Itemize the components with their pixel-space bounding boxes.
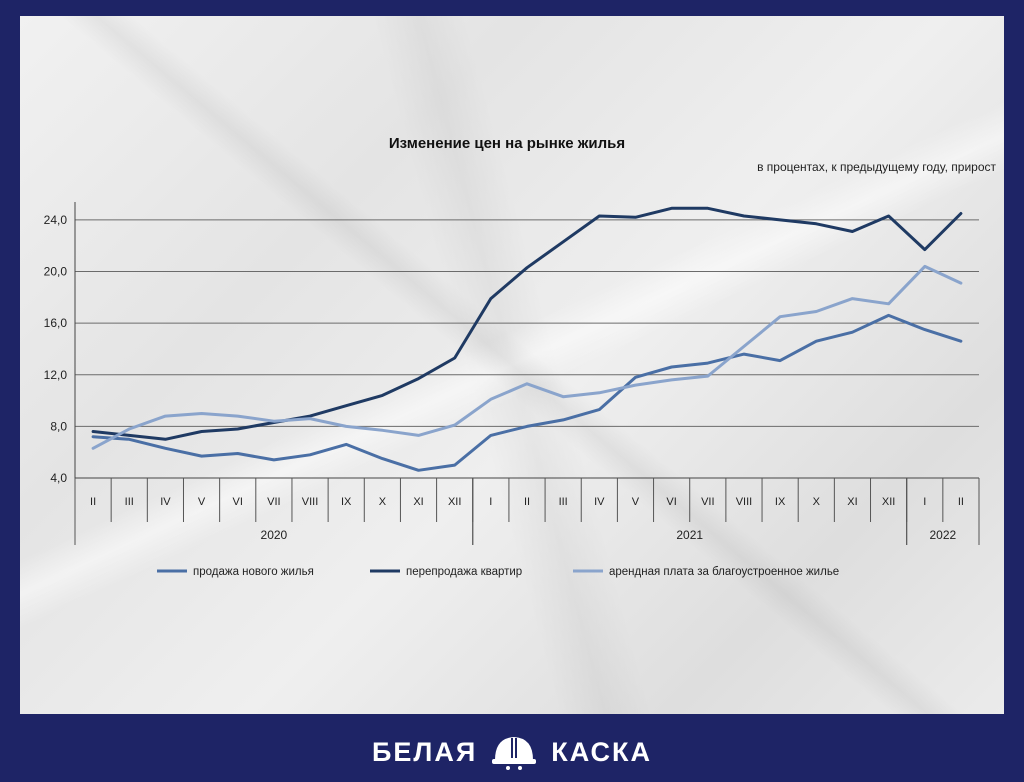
x-tick-label: III: [559, 496, 568, 508]
x-tick-label: III: [125, 496, 134, 508]
x-tick-label: VI: [233, 496, 243, 508]
series-line-2: [91, 206, 963, 441]
legend-label-2: перепродажа квартир: [406, 566, 522, 578]
y-tick-label: 16,0: [44, 316, 68, 330]
y-tick-label: 4,0: [50, 471, 67, 485]
x-tick-label: IV: [160, 496, 171, 508]
x-tick-label: X: [813, 496, 821, 508]
y-tick-label: 20,0: [44, 265, 68, 279]
x-tick-label: IX: [775, 496, 786, 508]
x-tick-label: VIII: [736, 496, 753, 508]
year-label: 2021: [676, 528, 703, 542]
legend-label-3: арендная плата за благоустроенное жилье: [609, 566, 839, 578]
x-tick-label: XII: [882, 496, 895, 508]
x-tick-label: I: [923, 496, 926, 508]
y-axis: 4,0 8,0 12,0 16,0 20,0 24,0: [44, 202, 76, 485]
year-label: 2020: [261, 528, 288, 542]
series-lines: [91, 206, 963, 472]
brand-word-right: КАСКА: [551, 736, 653, 767]
chart-subtitle: в процентах, к предыдущему году, прирост: [757, 160, 996, 174]
brand-footer: БЕЛАЯ КАСКА: [0, 722, 1024, 782]
x-tick-label: II: [958, 496, 964, 508]
legend: продажа нового жилья перепродажа квартир а…: [157, 566, 839, 578]
x-tick-label: XI: [413, 496, 423, 508]
x-tick-label: VIII: [302, 496, 319, 508]
y-tick-label: 8,0: [50, 419, 67, 433]
x-tick-label: IV: [594, 496, 605, 508]
legend-label-1: продажа нового жилья: [193, 566, 314, 578]
chart-title: Изменение цен на рынке жилья: [389, 135, 625, 152]
x-tick-label: II: [524, 496, 530, 508]
chart: Изменение цен на рынке жилья в процентах…: [44, 135, 997, 578]
y-tick-label: 12,0: [44, 368, 68, 382]
x-tick-label: V: [632, 496, 640, 508]
x-tick-label: VII: [701, 496, 714, 508]
x-tick-label: VI: [666, 496, 676, 508]
brand-word-left: БЕЛАЯ: [371, 736, 478, 767]
x-tick-label: I: [489, 496, 492, 508]
grid: [75, 219, 979, 427]
x-tick-label: XI: [847, 496, 857, 508]
series-line-1: [91, 313, 963, 472]
x-tick-label: XII: [448, 496, 461, 508]
series-line-3: [91, 264, 963, 450]
x-tick-label: IX: [341, 496, 352, 508]
paper-background: [20, 16, 1004, 714]
helmet-icon: [492, 737, 537, 770]
x-tick-label: X: [379, 496, 387, 508]
x-tick-label: II: [90, 496, 96, 508]
year-label: 2022: [929, 528, 956, 542]
y-tick-label: 24,0: [44, 213, 68, 227]
x-tick-label: V: [198, 496, 206, 508]
x-tick-label: VII: [267, 496, 280, 508]
x-axis: II III IV V VI VII VIII IX X XI XII I II III IV V VI VII V…: [74, 477, 980, 545]
